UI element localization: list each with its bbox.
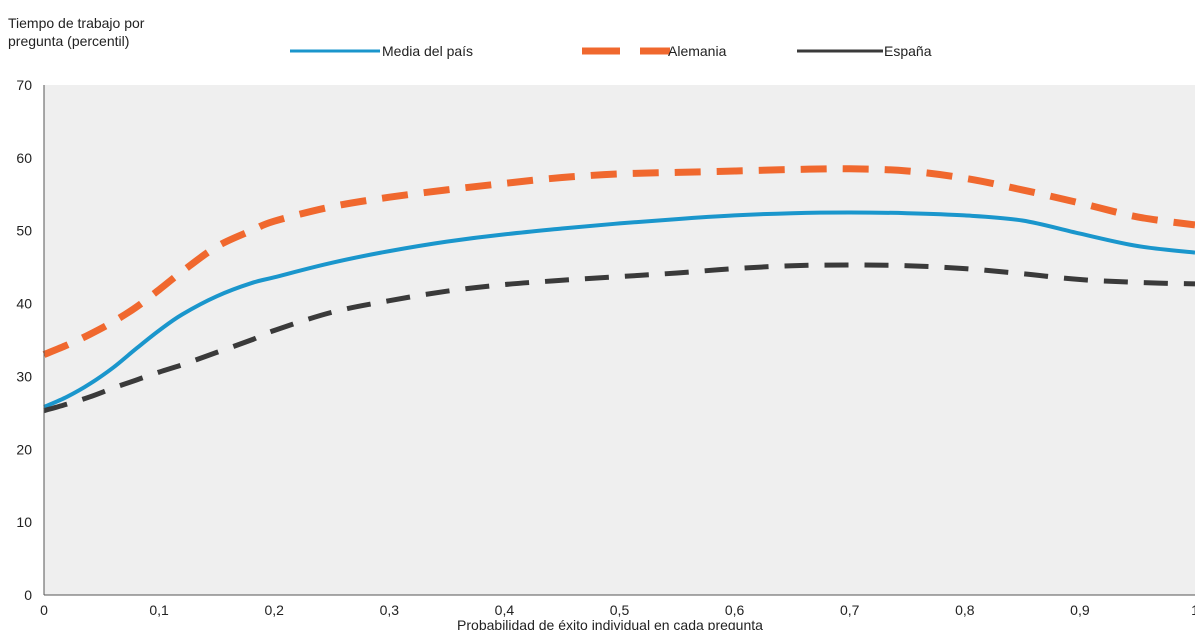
x-tick-label: 1 (1191, 602, 1195, 618)
y-axis-label-line-2: pregunta (percentil) (8, 33, 129, 49)
legend-alemania: Alemania (582, 43, 727, 59)
legend-alemania-label: Alemania (668, 43, 727, 59)
x-tick-label: 0,4 (495, 602, 515, 618)
series-media-del-pais-line (43, 210, 1195, 409)
y-tick-label: 30 (16, 368, 32, 384)
plot-area (44, 85, 1195, 595)
x-axis-label: Probabilidad de éxito individual en cada… (457, 617, 763, 630)
x-tick-label: 0,5 (610, 602, 630, 618)
x-tick-label: 0,9 (1070, 602, 1090, 618)
y-tick-label: 10 (16, 514, 32, 530)
series-layer (42, 165, 1195, 414)
x-tick-label: 0 (40, 602, 48, 618)
x-tick-label: 0,1 (149, 602, 169, 618)
x-tick-label: 0,2 (264, 602, 284, 618)
x-tick-label: 0,8 (955, 602, 975, 618)
y-tick-label: 60 (16, 150, 32, 166)
legend-espana-label: España (884, 43, 932, 59)
y-tick-label: 40 (16, 296, 32, 312)
legend-espana: España (797, 43, 932, 59)
x-tick-label: 0,7 (840, 602, 860, 618)
y-tick-label: 20 (16, 441, 32, 457)
x-tick-label: 0,6 (725, 602, 745, 618)
y-tick-label: 70 (16, 77, 32, 93)
y-axis-label-line-1: Tiempo de trabajo por (8, 15, 145, 31)
tick-labels: 0 10 20 30 40 50 60 70 0 0,1 0,2 0,3 0,4 0,5 0,6 0,7 0,8… (16, 77, 1195, 618)
y-tick-label: 0 (24, 587, 32, 603)
legend: Media del país Alemania España (290, 43, 932, 59)
series-alemania-line (42, 165, 1195, 358)
x-tick-label: 0,3 (380, 602, 400, 618)
legend-media-del-pais-label: Media del país (382, 43, 473, 59)
axes (43, 85, 1195, 596)
y-tick-label: 50 (16, 223, 32, 239)
legend-media-del-pais: Media del país (290, 43, 473, 59)
series-espana-line (43, 262, 1195, 414)
